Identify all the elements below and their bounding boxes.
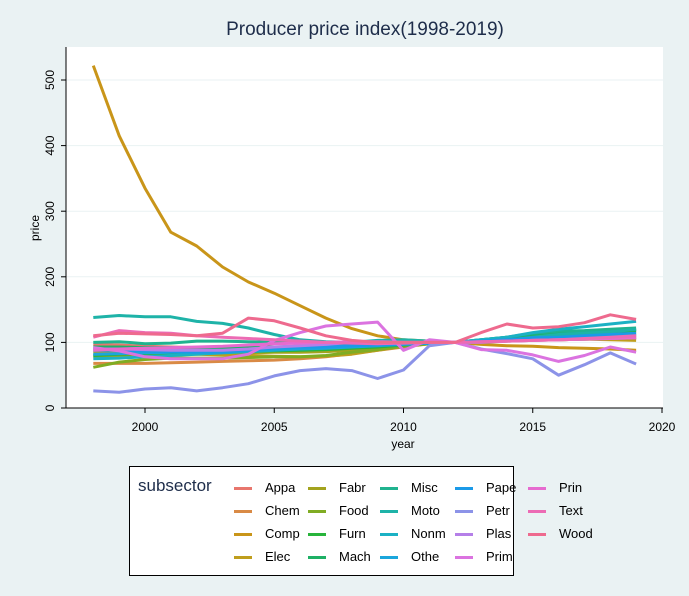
legend-label: Appa — [265, 480, 296, 495]
y-tick-label: 200 — [43, 266, 57, 286]
legend-label: Text — [559, 503, 583, 518]
y-tick-label: 500 — [43, 70, 57, 90]
legend-swatch — [234, 510, 252, 513]
series-line-wood — [93, 313, 637, 344]
y-tick-label: 0 — [43, 404, 57, 411]
legend-label: Wood — [559, 526, 593, 541]
legend-swatch — [234, 487, 252, 490]
legend-swatch — [308, 533, 326, 536]
legend-swatch — [528, 510, 546, 513]
legend-label: Othe — [411, 549, 440, 564]
legend-swatch — [380, 533, 398, 536]
legend-label: Nonm — [411, 526, 446, 541]
series-line-prim — [93, 320, 637, 363]
x-tick-label: 2020 — [649, 420, 676, 434]
y-tick-label: 400 — [43, 135, 57, 155]
y-tick-label: 100 — [43, 332, 57, 352]
legend-label: Plas — [486, 526, 512, 541]
legend-label: Comp — [265, 526, 300, 541]
legend-swatch — [455, 533, 473, 536]
legend-title: subsector — [138, 476, 212, 495]
legend-label: Petr — [486, 503, 510, 518]
legend-swatch — [308, 556, 326, 559]
legend-swatch — [455, 510, 473, 513]
legend-label: Pape — [486, 480, 517, 495]
legend-swatch — [455, 556, 473, 559]
legend: subsector Appa Chem Comp Elec Fabr Food Furn Ma… — [129, 466, 593, 576]
series-line-petr — [93, 340, 637, 394]
legend-label: Moto — [411, 503, 440, 518]
legend-label: Mach — [339, 549, 371, 564]
legend-swatch — [380, 556, 398, 559]
x-ticks: 2000 2005 2010 2015 2020 — [132, 408, 676, 434]
legend-label: Fabr — [339, 480, 366, 495]
series-line-comp — [91, 65, 637, 352]
legend-swatch — [528, 533, 546, 536]
chart-title: Producer price index(1998-2019) — [226, 19, 504, 40]
legend-swatch — [234, 533, 252, 536]
x-tick-label: 2005 — [261, 420, 288, 434]
legend-label: Prin — [559, 480, 583, 495]
legend-label: Food — [339, 503, 369, 518]
legend-label: Misc — [411, 480, 438, 495]
legend-swatch — [308, 487, 326, 490]
legend-swatch — [455, 487, 473, 490]
legend-swatch — [234, 556, 252, 559]
x-tick-label: 2000 — [132, 420, 159, 434]
y-ticks: 0 100 200 300 400 500 — [43, 70, 66, 411]
y-axis-title: price — [28, 215, 42, 241]
legend-swatch — [380, 487, 398, 490]
y-tick-label: 300 — [43, 201, 57, 221]
legend-label: Prim — [486, 549, 513, 564]
legend-swatch — [380, 510, 398, 513]
legend-label: Chem — [265, 503, 300, 518]
x-tick-label: 2015 — [519, 420, 546, 434]
x-tick-label: 2010 — [390, 420, 417, 434]
x-axis-title: year — [391, 437, 414, 451]
series-lines — [91, 65, 637, 394]
legend-swatch — [308, 510, 326, 513]
series-line-pape — [93, 331, 637, 354]
legend-swatch — [528, 487, 546, 490]
legend-label: Furn — [339, 526, 366, 541]
legend-label: Elec — [265, 549, 291, 564]
